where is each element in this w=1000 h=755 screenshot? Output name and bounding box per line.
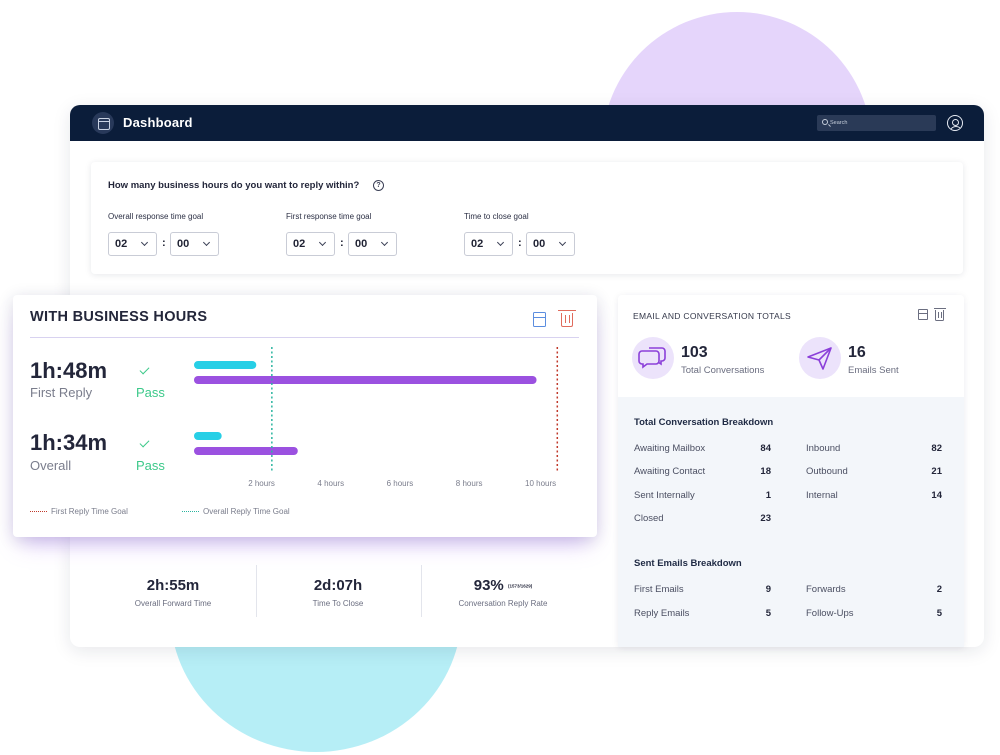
trash-icon[interactable]	[558, 310, 576, 327]
layout-icon[interactable]	[533, 312, 546, 327]
stat-value: 2h:55m	[146, 577, 200, 594]
overall-goal-minutes-select[interactable]: 00	[170, 232, 219, 256]
summary-stats: 2h:55m Overall Forward Time 2d:07h Time …	[55, 565, 575, 620]
reply-goals-card: How many business hours do you want to r…	[91, 162, 963, 274]
stat-ratio: (1573/1629)	[507, 583, 533, 589]
stat-divider	[256, 565, 257, 617]
first-reply-label: First Reply	[30, 385, 93, 400]
conversation-breakdown-title: Total Conversation Breakdown	[634, 417, 774, 428]
breakdown-label: Inbound	[806, 443, 841, 454]
stat-value: 2d:07h	[313, 577, 363, 594]
total-conversations-value: 103	[681, 344, 708, 361]
breakdown-value: 1	[765, 490, 771, 501]
title-divider	[30, 337, 579, 338]
goal-label-close: Time to close goal	[464, 212, 529, 221]
goal-label-first: First response time goal	[286, 212, 372, 221]
emails-breakdown-title: Sent Emails Breakdown	[634, 558, 742, 569]
bar-overall-1	[194, 447, 298, 455]
emails-sent-label: Emails Sent	[848, 365, 899, 376]
chevron-down-icon	[496, 238, 505, 247]
first-goal-hours-select[interactable]: 02	[286, 232, 335, 256]
breakdown-value: 23	[760, 513, 771, 524]
x-tick-label: 4 hours	[317, 479, 344, 488]
help-icon[interactable]: ?	[373, 180, 384, 191]
chat-bubbles-icon	[632, 337, 674, 379]
breakdown-label: Awaiting Contact	[634, 466, 706, 477]
layout-icon[interactable]	[918, 309, 928, 320]
stat-time-to-close: 2d:07h Time To Close	[263, 565, 413, 608]
x-tick-label: 10 hours	[525, 479, 556, 488]
breakdown-label: Reply Emails	[634, 608, 690, 619]
breakdown-panel: Total Conversation Breakdown Awaiting Ma…	[618, 397, 964, 647]
top-bar: Dashboard	[70, 105, 984, 141]
overall-time: 1h:34m	[30, 430, 108, 455]
time-separator: :	[162, 237, 166, 249]
breakdown-value: 21	[931, 466, 942, 477]
trash-icon[interactable]	[933, 307, 946, 321]
breakdown-value: 14	[931, 490, 942, 501]
first-goal-minutes-select[interactable]: 00	[348, 232, 397, 256]
legend-first-goal: First Reply Time Goal	[30, 507, 128, 516]
breakdown-label: Closed	[634, 513, 664, 524]
search-input[interactable]	[830, 115, 930, 131]
legend-overall-goal: Overall Reply Time Goal	[182, 507, 290, 516]
business-hours-card: WITH BUSINESS HOURS 1h:48m First Reply P…	[13, 295, 597, 537]
x-tick-label: 6 hours	[387, 479, 414, 488]
stat-divider	[421, 565, 422, 617]
breakdown-label: Internal	[806, 490, 838, 501]
bar-first-reply-1	[194, 376, 537, 384]
overall-status: Pass	[136, 458, 165, 473]
time-separator: :	[518, 237, 522, 249]
business-hours-title: WITH BUSINESS HOURS	[30, 309, 208, 325]
breakdown-value: 9	[765, 584, 771, 595]
chevron-down-icon	[202, 238, 211, 247]
goal-label-overall: Overall response time goal	[108, 212, 204, 221]
x-tick-label: 2 hours	[248, 479, 275, 488]
reply-time-chart: 2 hours 4 hours 6 hours 8 hours 10 hours	[194, 347, 559, 488]
breakdown-value: 82	[931, 443, 942, 454]
breakdown-value: 5	[936, 608, 942, 619]
goals-question: How many business hours do you want to r…	[108, 180, 360, 191]
breakdown-value: 2	[936, 584, 942, 595]
chevron-down-icon	[558, 238, 567, 247]
dashboard-icon[interactable]	[92, 112, 114, 134]
overall-goal-hours-select[interactable]: 02	[108, 232, 157, 256]
search-icon	[822, 119, 828, 125]
stat-value: 93% (1573/1629)	[473, 577, 533, 594]
total-conversations-label: Total Conversations	[681, 365, 765, 376]
breakdown-label: Follow-Ups	[806, 608, 854, 619]
stat-forward-time: 2h:55m Overall Forward Time	[98, 565, 248, 608]
bar-overall-0	[194, 432, 222, 440]
breakdown-label: First Emails	[634, 584, 684, 595]
paper-plane-icon	[799, 337, 841, 379]
stat-reply-rate: 93% (1573/1629) Conversation Reply Rate	[428, 565, 578, 608]
first-reply-time: 1h:48m	[30, 358, 108, 383]
breakdown-label: Outbound	[806, 466, 848, 477]
chevron-down-icon	[380, 238, 389, 247]
emails-sent-value: 16	[848, 344, 866, 361]
breakdown-label: Sent Internally	[634, 490, 695, 501]
chevron-down-icon	[318, 238, 327, 247]
overall-label: Overall	[30, 458, 72, 473]
time-separator: :	[340, 237, 344, 249]
chevron-down-icon	[140, 238, 149, 247]
bar-first-reply-0	[194, 361, 257, 369]
first-reply-status: Pass	[136, 385, 165, 400]
user-account-icon[interactable]	[947, 115, 963, 131]
email-conversation-totals-card: EMAIL AND CONVERSATION TOTALS 103 Total …	[618, 295, 964, 647]
close-goal-minutes-select[interactable]: 00	[526, 232, 575, 256]
close-goal-hours-select[interactable]: 02	[464, 232, 513, 256]
breakdown-label: Awaiting Mailbox	[634, 443, 706, 454]
breakdown-value: 5	[765, 608, 771, 619]
stat-label: Conversation Reply Rate	[458, 599, 548, 608]
breakdown-value: 18	[760, 466, 771, 477]
breakdown-value: 84	[760, 443, 771, 454]
stat-label: Time To Close	[312, 599, 364, 608]
stat-label: Overall Forward Time	[134, 599, 212, 608]
search-box[interactable]	[817, 115, 936, 131]
breakdown-label: Forwards	[806, 584, 846, 595]
x-tick-label: 8 hours	[456, 479, 483, 488]
app-title: Dashboard	[123, 115, 193, 130]
totals-title: EMAIL AND CONVERSATION TOTALS	[633, 311, 791, 321]
